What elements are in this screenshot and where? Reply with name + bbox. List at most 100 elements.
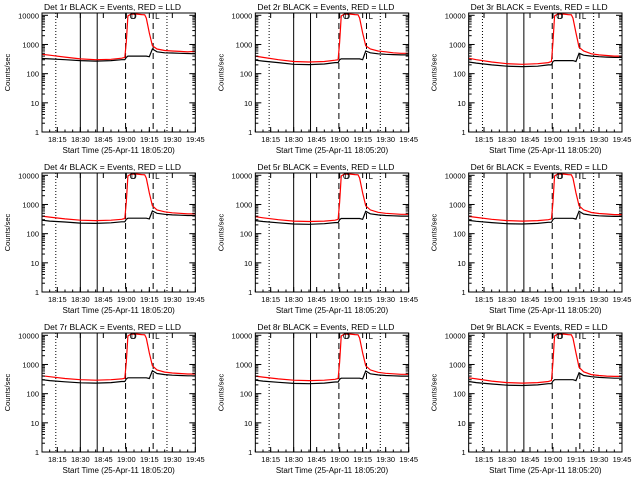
x-tick-label: 19:30 — [376, 295, 395, 304]
x-axis-label: Start Time (25-Apr-11 18:05:20) — [62, 466, 175, 475]
x-tick-label: 18:30 — [284, 455, 303, 464]
annotation-label: L — [582, 12, 587, 21]
chart-panel-5: 1 10 100 1000 10000 18:15 18:30 18:45 19:00 19:15… — [216, 162, 418, 315]
x-tick-label: 19:45 — [186, 135, 205, 144]
series-line-lld — [41, 13, 196, 61]
y-axis-label: Counts/sec — [216, 53, 225, 91]
x-tick-label: 18:15 — [475, 295, 494, 304]
series-line-lld — [41, 173, 196, 222]
series-line-events — [255, 370, 409, 385]
y-tick-label: 1000 — [449, 360, 466, 369]
x-tick-label: 19:45 — [186, 455, 205, 464]
x-tick-label: 19:00 — [330, 455, 349, 464]
annotation-label: D — [558, 12, 564, 21]
y-tick-label: 100 — [26, 390, 39, 399]
annotation-label: O — [343, 332, 349, 341]
x-tick-label: 19:30 — [590, 455, 609, 464]
chart-title: Det 9r BLACK = Events, RED = LLD — [471, 322, 608, 332]
y-tick-label: 1000 — [236, 40, 253, 49]
annotation-label: O — [343, 172, 349, 181]
y-tick-label: 1000 — [22, 200, 39, 209]
chart-panel-3: 1 10 100 1000 10000 18:15 18:30 18:45 19:00 19:15… — [430, 2, 632, 155]
y-tick-label: 1 — [248, 448, 252, 457]
x-axis-label: Start Time (25-Apr-11 18:05:20) — [62, 306, 175, 315]
x-tick-label: 18:30 — [71, 135, 90, 144]
y-axis-label: Counts/sec — [3, 213, 12, 251]
series-line-events — [468, 371, 622, 387]
x-tick-label: 18:30 — [498, 295, 517, 304]
x-tick-label: 18:45 — [307, 295, 326, 304]
y-tick-label: 1 — [461, 288, 465, 297]
x-tick-label: 19:30 — [590, 295, 609, 304]
annotation-label: D — [131, 332, 137, 341]
plot-frame — [468, 12, 623, 133]
y-tick-label: 1000 — [449, 200, 466, 209]
x-tick-label: 18:15 — [48, 135, 67, 144]
y-tick-label: 100 — [453, 390, 466, 399]
chart-panel-2: 1 10 100 1000 10000 18:15 18:30 18:45 19:00 19:15… — [216, 2, 418, 155]
x-tick-label: 19:45 — [613, 135, 632, 144]
x-tick-label: 18:45 — [94, 295, 113, 304]
chart-title: Det 2r BLACK = Events, RED = LLD — [257, 2, 394, 12]
annotation-label: L — [155, 12, 160, 21]
x-axis-label: Start Time (25-Apr-11 18:05:20) — [489, 306, 602, 315]
x-tick-label: 19:15 — [353, 295, 372, 304]
annotation-label: L — [582, 332, 587, 341]
x-tick-label: 18:30 — [284, 295, 303, 304]
x-tick-label: 19:00 — [117, 135, 136, 144]
series-line-lld — [41, 333, 196, 381]
x-tick-label: 18:15 — [261, 455, 280, 464]
y-tick-label: 10 — [244, 99, 252, 108]
x-tick-label: 19:45 — [613, 455, 632, 464]
x-axis-label: Start Time (25-Apr-11 18:05:20) — [276, 306, 389, 315]
y-tick-label: 100 — [26, 230, 39, 239]
x-tick-label: 19:00 — [544, 135, 563, 144]
x-tick-label: 19:30 — [376, 455, 395, 464]
x-tick-label: 19:45 — [399, 295, 418, 304]
x-tick-label: 18:15 — [48, 295, 67, 304]
y-tick-label: 1 — [248, 128, 252, 137]
chart-panel-1: 1 10 100 1000 10000 18:15 18:30 18:45 19:00 19:15… — [3, 2, 205, 155]
y-tick-label: 1 — [35, 128, 39, 137]
chart-title: Det 4r BLACK = Events, RED = LLD — [44, 162, 181, 172]
y-tick-label: 1000 — [449, 40, 466, 49]
y-tick-label: 10000 — [18, 331, 39, 340]
plot-frame — [254, 12, 410, 133]
x-tick-label: 19:00 — [544, 455, 563, 464]
x-tick-label: 18:45 — [307, 135, 326, 144]
annotation-label: D — [131, 172, 137, 181]
x-tick-label: 18:30 — [71, 295, 90, 304]
annotation-label: D — [558, 172, 564, 181]
annotation-label: D — [344, 332, 350, 341]
chart-title: Det 6r BLACK = Events, RED = LLD — [471, 162, 608, 172]
x-tick-label: 18:45 — [307, 455, 326, 464]
x-tick-label: 19:15 — [353, 455, 372, 464]
x-tick-label: 19:45 — [186, 295, 205, 304]
chart-panel-7: 1 10 100 1000 10000 18:15 18:30 18:45 19:00 19:15… — [3, 322, 205, 475]
x-tick-label: 18:30 — [498, 455, 517, 464]
x-tick-label: 19:30 — [376, 135, 395, 144]
y-tick-label: 1000 — [22, 360, 39, 369]
series-line-events — [468, 210, 622, 225]
x-tick-label: 19:30 — [163, 455, 182, 464]
annotation-label: O — [343, 12, 349, 21]
x-tick-label: 19:15 — [140, 135, 159, 144]
x-tick-label: 19:15 — [567, 135, 586, 144]
y-tick-label: 100 — [453, 70, 466, 79]
x-axis-label: Start Time (25-Apr-11 18:05:20) — [62, 146, 175, 155]
y-tick-label: 10 — [244, 259, 252, 268]
y-tick-label: 10000 — [18, 171, 39, 180]
series-line-lld — [255, 333, 409, 382]
x-tick-label: 19:30 — [163, 135, 182, 144]
plot-frame — [41, 172, 196, 293]
y-tick-label: 1000 — [236, 360, 253, 369]
x-tick-label: 19:30 — [590, 135, 609, 144]
y-axis-label: Counts/sec — [430, 53, 439, 91]
x-tick-label: 19:45 — [613, 295, 632, 304]
plot-frame — [468, 172, 623, 293]
x-tick-label: 19:00 — [330, 135, 349, 144]
chart-panel-4: 1 10 100 1000 10000 18:15 18:30 18:45 19:00 19:15… — [3, 162, 205, 315]
x-tick-label: 19:15 — [567, 455, 586, 464]
y-tick-label: 10000 — [231, 11, 252, 20]
chart-panel-9: 1 10 100 1000 10000 18:15 18:30 18:45 19:00 19:15… — [430, 322, 632, 475]
